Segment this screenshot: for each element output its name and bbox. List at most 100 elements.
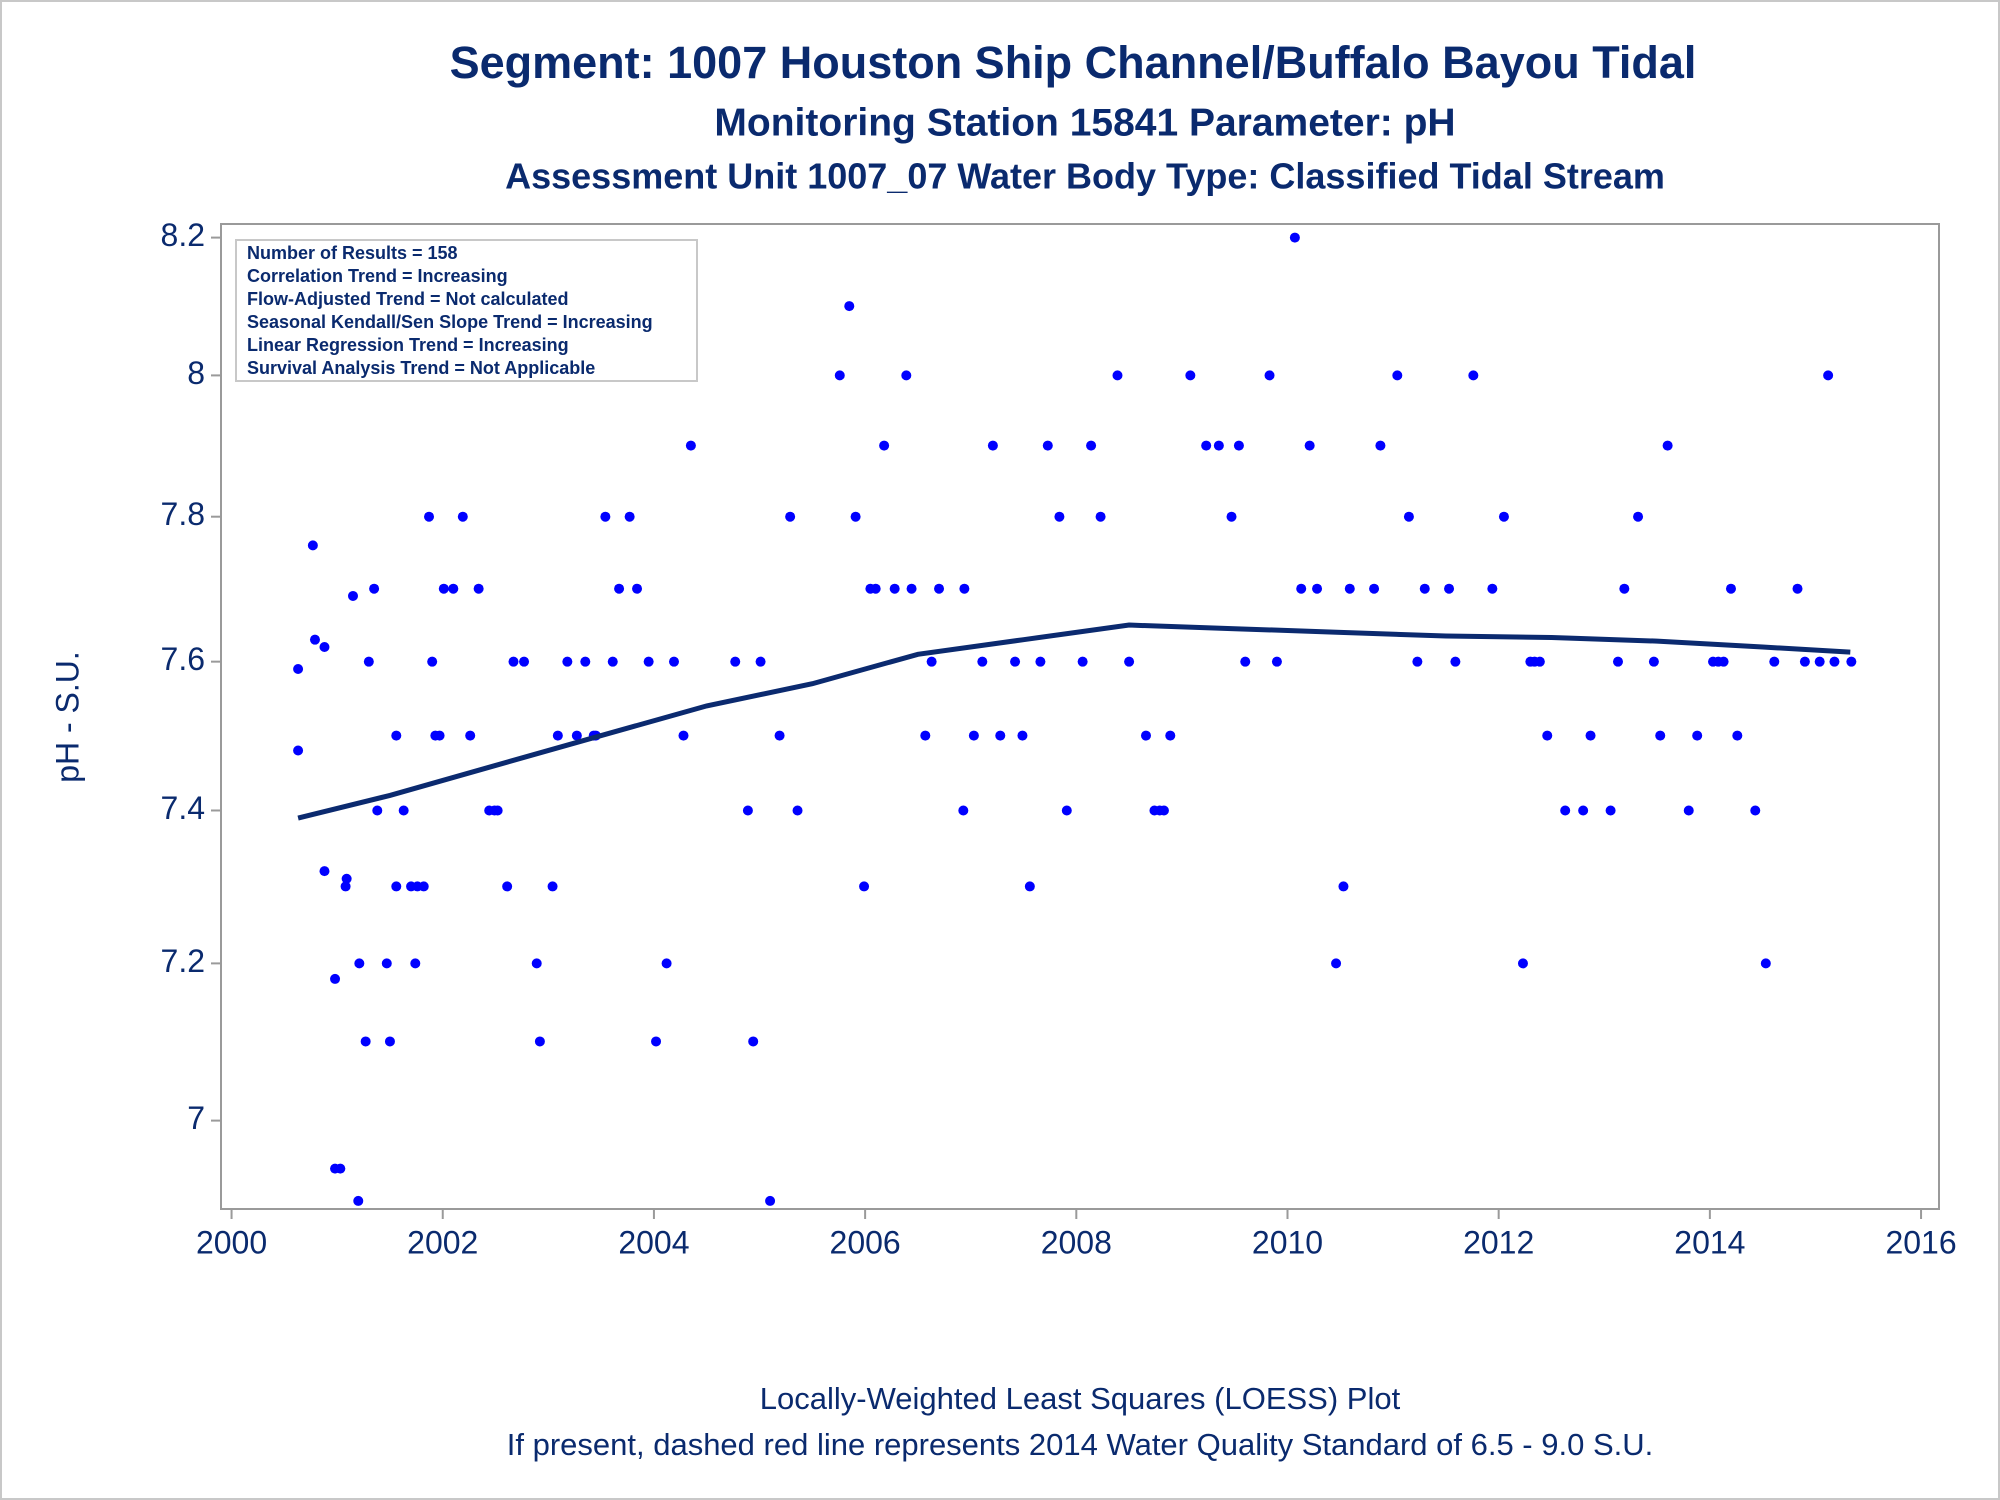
data-point [624, 511, 635, 522]
data-point [1201, 440, 1212, 451]
data-point [958, 805, 969, 816]
data-point [1140, 730, 1151, 741]
data-point [1312, 583, 1323, 594]
data-point [1633, 511, 1644, 522]
data-point [1226, 511, 1237, 522]
data-point [534, 1036, 545, 1047]
y-tick-label: 7.8 [161, 496, 205, 532]
data-point [1692, 730, 1703, 741]
footnote: If present, dashed red line represents 2… [507, 1427, 1654, 1462]
data-point [508, 656, 519, 667]
data-point [335, 1163, 346, 1174]
data-point [1444, 583, 1455, 594]
chart-subtitle: Assessment Unit 1007_07 Water Body Type:… [505, 156, 1665, 197]
annotation: Survival Analysis Trend = Not Applicable [247, 358, 595, 378]
data-point [755, 656, 766, 667]
data-point [1095, 511, 1106, 522]
data-point [372, 805, 383, 816]
y-tick-label: 7.4 [161, 790, 205, 826]
data-point [1648, 656, 1659, 667]
data-point [730, 656, 741, 667]
data-point [850, 511, 861, 522]
data-point [438, 583, 449, 594]
data-point [1799, 656, 1810, 667]
data-point [1718, 656, 1729, 667]
data-point [834, 370, 845, 381]
data-point [1846, 656, 1857, 667]
data-point [547, 881, 558, 892]
annotation: Correlation Trend = Increasing [247, 266, 508, 286]
data-point [1769, 656, 1780, 667]
data-point [427, 656, 438, 667]
data-point [1750, 805, 1761, 816]
data-point [465, 730, 476, 741]
data-point [1289, 232, 1300, 243]
data-point [1017, 730, 1028, 741]
data-point [1054, 511, 1065, 522]
data-point [1338, 881, 1349, 892]
data-point [1534, 656, 1545, 667]
data-point [968, 730, 979, 741]
data-point [580, 656, 591, 667]
y-tick-label: 7 [187, 1100, 205, 1136]
data-point [995, 730, 1006, 741]
x-tick-label: 2000 [196, 1224, 267, 1260]
data-point [1331, 958, 1342, 969]
data-point [1542, 730, 1553, 741]
data-point [1158, 805, 1169, 816]
annotation: Seasonal Kendall/Sen Slope Trend = Incre… [247, 312, 653, 332]
data-point [1086, 440, 1097, 451]
data-point [1578, 805, 1589, 816]
data-point [1233, 440, 1244, 451]
data-point [1403, 511, 1414, 522]
data-point [1792, 583, 1803, 594]
data-point [410, 958, 421, 969]
data-point [369, 583, 380, 594]
data-point [1683, 805, 1694, 816]
data-point [1213, 440, 1224, 451]
plot-frame [220, 223, 1940, 1210]
y-tick-label: 7.6 [161, 641, 205, 677]
data-point [341, 873, 352, 884]
data-point [1271, 656, 1282, 667]
data-point [1517, 958, 1528, 969]
data-point [502, 881, 513, 892]
data-point [384, 1036, 395, 1047]
data-point [870, 583, 881, 594]
data-point [844, 301, 855, 312]
data-point [347, 590, 358, 601]
data-point [1605, 805, 1616, 816]
data-point [492, 805, 503, 816]
data-point [742, 805, 753, 816]
x-tick-label: 2014 [1674, 1224, 1745, 1260]
data-point [448, 583, 459, 594]
footnote: Locally-Weighted Least Squares (LOESS) P… [760, 1381, 1401, 1416]
data-point [457, 511, 468, 522]
data-point [1468, 370, 1479, 381]
data-point [632, 583, 643, 594]
data-point [353, 1195, 364, 1206]
data-point [1655, 730, 1666, 741]
data-point [920, 730, 931, 741]
data-point [678, 730, 689, 741]
data-point [607, 656, 618, 667]
data-point [1304, 440, 1315, 451]
data-point [792, 805, 803, 816]
x-tick-label: 2004 [618, 1224, 689, 1260]
data-point [391, 881, 402, 892]
x-tick-label: 2012 [1463, 1224, 1534, 1260]
data-point [959, 583, 970, 594]
data-point [340, 881, 351, 892]
data-point [418, 881, 429, 892]
data-point [562, 656, 573, 667]
data-point [360, 1036, 371, 1047]
data-point [1035, 656, 1046, 667]
data-point [571, 730, 582, 741]
data-point [748, 1036, 759, 1047]
data-point [1450, 656, 1461, 667]
data-point [1612, 656, 1623, 667]
data-point [685, 440, 696, 451]
data-point [398, 805, 409, 816]
data-point [330, 973, 341, 984]
data-point [1010, 656, 1021, 667]
